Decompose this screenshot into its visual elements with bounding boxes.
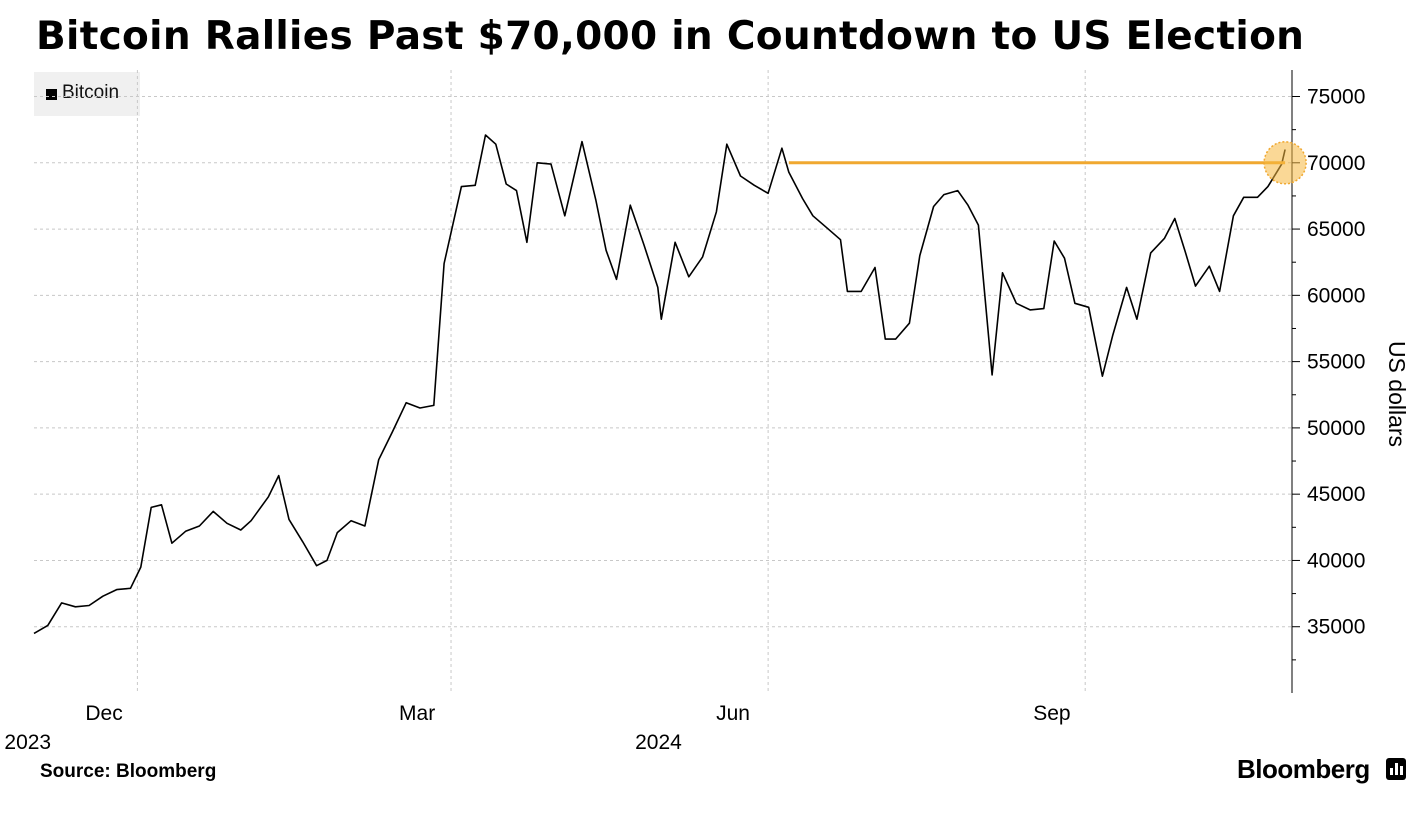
y-tick-label: 60000 [1307, 284, 1365, 307]
y-tick-label: 50000 [1307, 417, 1365, 440]
x-tick-label: Mar [399, 702, 435, 725]
series-bitcoin [33, 134, 1286, 635]
x-tick-label: Jun [716, 702, 750, 725]
y-tick-label: 65000 [1307, 218, 1365, 241]
chart-title: Bitcoin Rallies Past $70,000 in Countdow… [36, 14, 1305, 59]
y-tick-label: 55000 [1307, 351, 1365, 374]
y-tick-label: 45000 [1307, 483, 1365, 506]
y-tick-label: 75000 [1307, 86, 1365, 109]
y-tick-label: 40000 [1307, 549, 1365, 572]
bitcoin-price-line [33, 134, 1286, 635]
x-axis: Dec 2023 Mar Jun 2024 Sep [4, 702, 1070, 754]
legend-swatch [46, 89, 57, 100]
gridlines [34, 70, 1292, 693]
y-tick-label: 35000 [1307, 616, 1365, 639]
y-axis: 35000 40000 45000 50000 55000 60000 65000 70000… [1291, 70, 1365, 693]
x-tick-label: Sep [1033, 702, 1070, 725]
highlight-marker [1263, 141, 1307, 185]
source-note: Source: Bloomberg [40, 761, 217, 782]
legend-label-bitcoin: Bitcoin [62, 82, 120, 103]
y-tick-label: 70000 [1307, 152, 1365, 175]
x-tick-label: Dec [85, 702, 122, 725]
reference-line-group [788, 141, 1307, 185]
x-year-label: 2023 [4, 731, 51, 754]
x-year-label: 2024 [635, 731, 682, 754]
bloomberg-logo: Bloomberg [1237, 754, 1370, 784]
bloomberg-chart-icon [1386, 758, 1406, 780]
legend: Bitcoin [34, 72, 140, 116]
y-axis-label: US dollars [1384, 340, 1410, 448]
